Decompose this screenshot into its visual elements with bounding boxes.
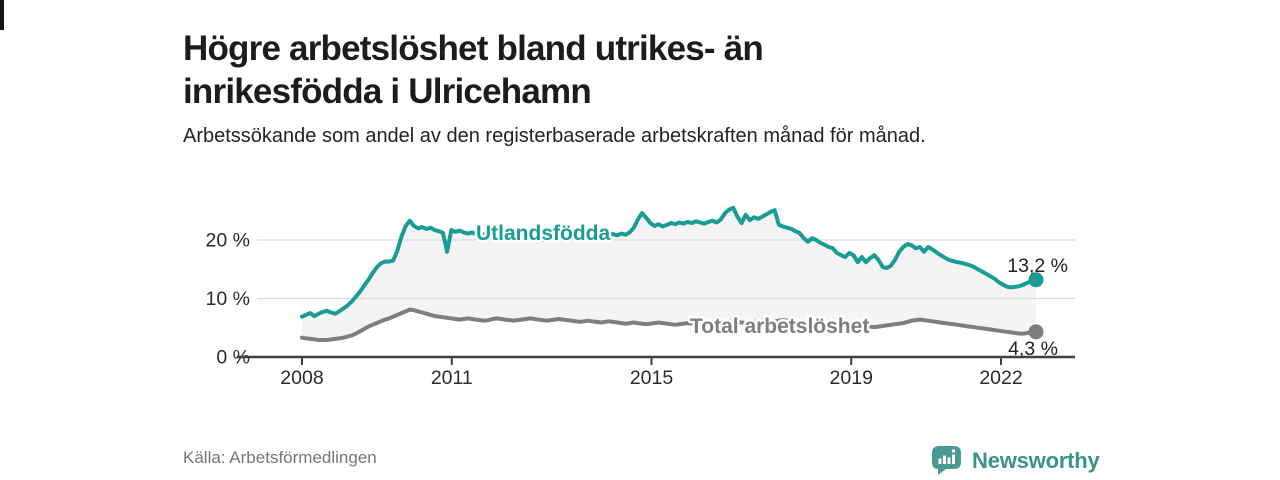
series-label-0: Utlandsfödda [476, 222, 610, 245]
series-line-0 [300, 205, 1038, 319]
series-line-1 [300, 307, 1038, 342]
y-tick-label: 20 % [206, 230, 250, 252]
series-end-dot-1 [1028, 324, 1044, 340]
unemployment-line-chart: 0 % 10 % 20 % 2008 2011 2015 2019 2022 13,2 % 4,3… [206, 205, 1075, 389]
series-end-label-1: 4,3 % [1008, 338, 1058, 360]
brand-logo: Newsworthy [930, 444, 1100, 477]
chart-subtitle: Arbetssökande som andel av den registerb… [183, 125, 926, 147]
y-tick-label: 10 % [206, 288, 250, 310]
source-label: Källa: Arbetsförmedlingen [183, 448, 377, 467]
screen-edge-artifact [0, 0, 4, 30]
series-end-label-0: 13,2 % [1007, 255, 1068, 277]
series-end-dot-0 [1028, 272, 1044, 288]
band-fill [302, 207, 1036, 340]
x-tick-label: 2022 [979, 367, 1022, 389]
series-label-1: Total arbetslöshet [690, 315, 869, 338]
brand-name: Newsworthy [972, 447, 1100, 473]
x-tick-label: 2015 [630, 367, 674, 389]
page-title: Högre arbetslöshet bland utrikes- än inr… [183, 29, 764, 112]
x-tick-label: 2019 [830, 367, 873, 389]
bar-chart-speech-bubble-icon [932, 446, 961, 475]
y-tick-label: 0 % [216, 347, 250, 369]
chart-area: 0 % 10 % 20 % 2008 2011 2015 2019 2022 13,2 % 4,3… [180, 188, 1100, 410]
x-tick-label: 2008 [280, 367, 323, 389]
x-tick-label: 2011 [431, 367, 473, 389]
